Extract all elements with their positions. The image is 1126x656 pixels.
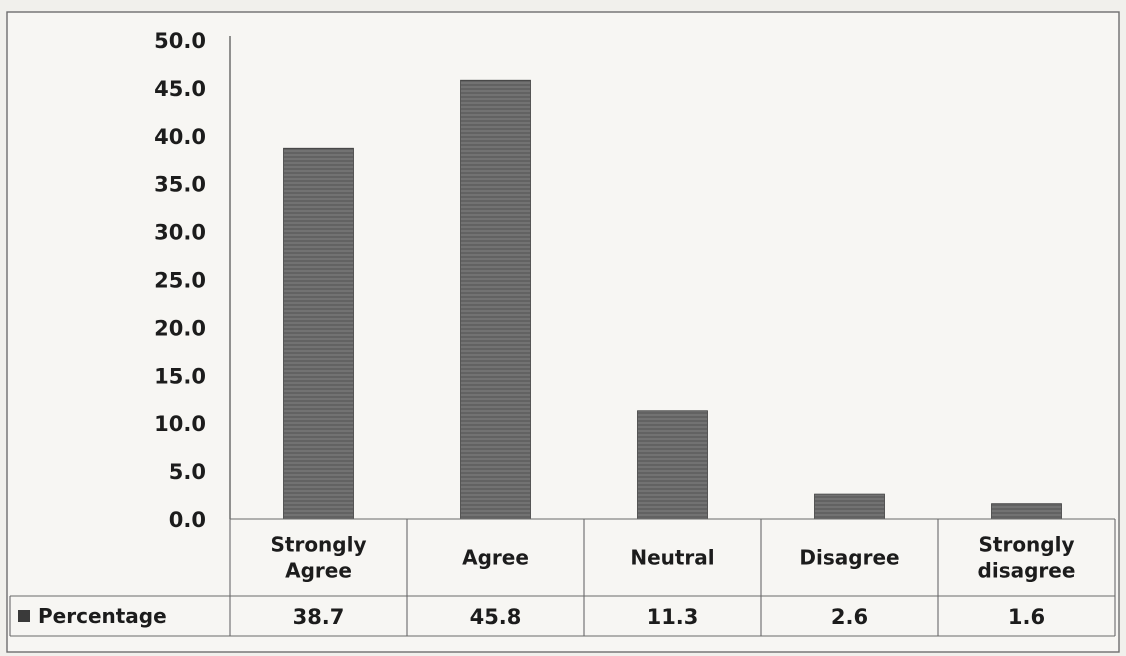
bar-series	[283, 79, 1062, 520]
category-label: Neutral	[630, 546, 714, 570]
y-tick-label: 5.0	[169, 460, 206, 484]
category-label: Strongly	[270, 533, 366, 557]
y-tick-label: 35.0	[154, 173, 206, 197]
data-value-label: 1.6	[1008, 605, 1045, 629]
y-axis: 0.0 5.0 10.0 15.0 20.0 25.0 30.0 35.0 40.0 45.0 50…	[154, 29, 231, 532]
data-value-label: 2.6	[831, 605, 868, 629]
y-tick-label: 30.0	[154, 221, 206, 245]
y-tick-label: 50.0	[154, 29, 206, 53]
y-tick-label: 45.0	[154, 77, 206, 101]
chart-frame	[6, 11, 1120, 653]
y-tick-label: 20.0	[154, 316, 206, 340]
y-tick-label: 25.0	[154, 269, 206, 293]
category-label: Strongly	[978, 533, 1074, 557]
category-label: disagree	[978, 559, 1076, 583]
data-value-label: 45.8	[470, 605, 522, 629]
bar	[991, 503, 1062, 520]
bar	[283, 147, 354, 520]
data-value-label: 11.3	[647, 605, 699, 629]
y-tick-label: 15.0	[154, 364, 206, 388]
category-label: Agree	[285, 559, 352, 583]
category-label: Agree	[462, 546, 529, 570]
bar	[814, 493, 885, 520]
y-tick-label: 0.0	[169, 508, 206, 532]
y-tick-label: 10.0	[154, 412, 206, 436]
data-value-label: 38.7	[293, 605, 345, 629]
bar	[637, 410, 708, 520]
y-tick-label: 40.0	[154, 125, 206, 149]
legend-marker	[18, 610, 30, 622]
legend-label: Percentage	[38, 604, 167, 628]
bar	[460, 79, 531, 520]
category-label: Disagree	[799, 546, 899, 570]
